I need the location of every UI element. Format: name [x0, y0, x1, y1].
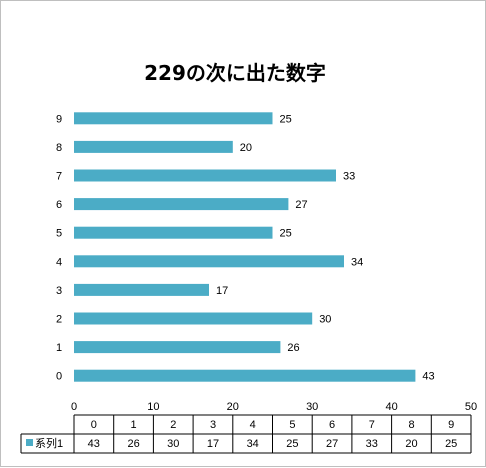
bar-5	[74, 226, 273, 239]
table-header-5: 5	[289, 419, 295, 431]
chart-title: 229の次に出た数字	[144, 61, 326, 85]
value-label-4: 34	[351, 256, 363, 268]
category-label-6: 6	[56, 199, 62, 211]
category-label-3: 3	[56, 285, 62, 297]
category-label-7: 7	[56, 171, 62, 183]
table-value-4: 34	[247, 438, 259, 450]
table-header-0: 0	[91, 419, 97, 431]
bar-8	[74, 140, 233, 153]
bar-7	[74, 169, 336, 182]
category-label-5: 5	[56, 228, 62, 240]
table-value-7: 33	[366, 438, 378, 450]
table-value-3: 17	[207, 438, 219, 450]
table-header-8: 8	[408, 419, 414, 431]
value-label-1: 26	[287, 342, 299, 354]
value-label-7: 33	[343, 171, 355, 183]
table-value-6: 27	[326, 438, 338, 450]
table-value-1: 26	[127, 438, 139, 450]
series-name: 系列1	[35, 436, 63, 450]
table-value-2: 30	[167, 438, 179, 450]
x-tick-label-50: 50	[465, 401, 477, 413]
category-label-0: 0	[56, 371, 62, 383]
table-header-3: 3	[210, 419, 216, 431]
x-tick-label-10: 10	[147, 401, 159, 413]
category-label-4: 4	[56, 256, 62, 268]
x-tick-label-40: 40	[385, 401, 397, 413]
bar-4	[74, 255, 344, 268]
bar-0	[74, 369, 416, 382]
table-header-6: 6	[329, 419, 335, 431]
value-label-9: 25	[280, 113, 292, 125]
value-label-2: 30	[319, 314, 331, 326]
value-label-0: 43	[422, 371, 434, 383]
table-value-5: 25	[286, 438, 298, 450]
value-label-8: 20	[240, 142, 252, 154]
table-header-9: 9	[448, 419, 454, 431]
category-label-9: 9	[56, 113, 62, 125]
bar-3	[74, 283, 209, 296]
table-header-4: 4	[250, 419, 256, 431]
bar-2	[74, 312, 313, 325]
bar-6	[74, 198, 289, 211]
value-label-6: 27	[295, 199, 307, 211]
bar-1	[74, 341, 281, 354]
table-value-9: 25	[445, 438, 457, 450]
table-value-0: 43	[88, 438, 100, 450]
legend-key	[26, 439, 33, 446]
category-label-2: 2	[56, 314, 62, 326]
value-label-3: 17	[216, 285, 228, 297]
value-label-5: 25	[280, 228, 292, 240]
bar-9	[74, 112, 273, 125]
category-label-1: 1	[56, 342, 62, 354]
x-tick-label-0: 0	[71, 401, 77, 413]
table-header-2: 2	[170, 419, 176, 431]
table-header-7: 7	[369, 419, 375, 431]
table-value-8: 20	[405, 438, 417, 450]
category-label-8: 8	[56, 142, 62, 154]
plot-area: 43 26 30 17 34 25 27 33 20 25	[74, 112, 435, 383]
data-table: 0 43 1 26 2 30 3 17 4 34 5 25 6 27 7 33 8 20 9 25 系列1	[20, 414, 472, 454]
x-tick-label-20: 20	[227, 401, 239, 413]
x-tick-label-30: 30	[306, 401, 318, 413]
table-header-1: 1	[131, 419, 137, 431]
